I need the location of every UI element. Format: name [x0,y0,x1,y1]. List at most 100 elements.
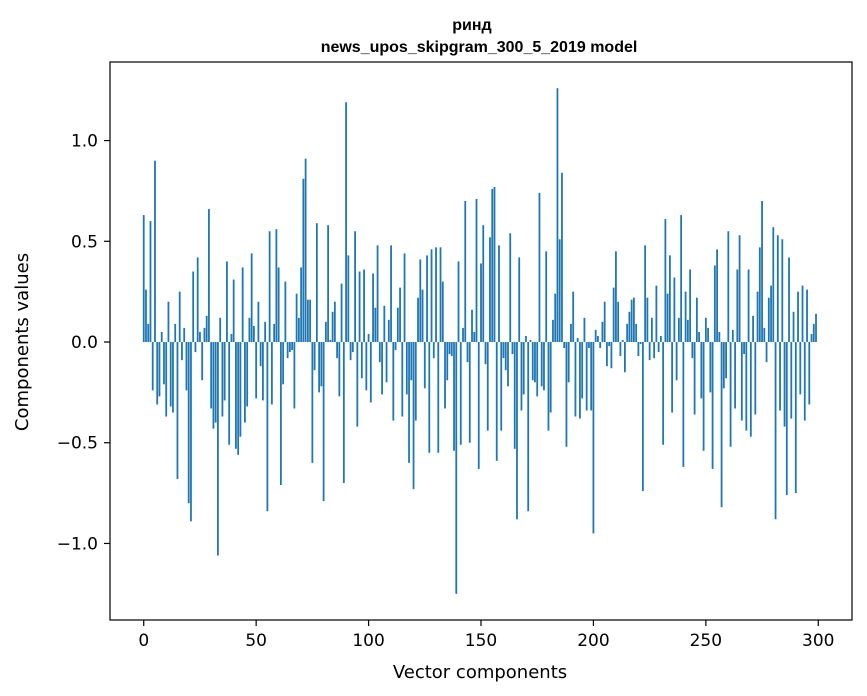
bar [536,342,539,397]
bar [693,342,696,415]
bar [295,293,298,343]
bar [282,342,285,385]
bar [444,342,446,409]
bar [480,263,482,342]
bar [525,335,527,342]
bar [666,293,669,343]
bar [354,231,356,342]
bar [475,198,478,343]
bar [187,342,190,504]
bar [455,342,458,594]
bar [394,342,397,351]
bar [504,342,507,371]
bar [612,287,615,343]
bar [466,342,469,363]
bar [192,271,195,343]
bar [145,289,147,343]
x-axis-ticks: 0 50 100 150 200 250 300 [138,620,834,651]
bar [547,342,550,431]
bar [482,225,485,343]
bar [381,342,383,395]
bar [776,235,779,343]
y-tick-label: 0.0 [71,333,98,353]
bar [538,192,541,343]
bar [556,88,559,343]
bar [736,269,739,343]
bar [226,261,228,343]
bar [653,342,656,359]
bar [615,251,617,343]
bar [579,342,581,419]
bar [417,297,419,343]
bar [608,342,611,347]
bar [390,245,392,342]
bar [163,342,165,385]
bar [815,313,817,343]
bar [502,342,505,359]
bar [194,342,197,353]
bar [635,323,638,343]
x-tick-label: 200 [577,631,609,651]
bar [650,317,653,342]
bar [630,299,633,342]
bar [235,342,237,449]
x-tick-label: 100 [352,631,384,651]
bar [288,342,291,353]
bar [529,339,532,342]
y-axis-ticks: −1.0 −0.5 0.0 0.5 1.0 [57,132,110,554]
bar [799,342,802,395]
bar [270,342,273,405]
bar [167,301,170,343]
bar [410,342,413,381]
bar [662,342,665,445]
bar [794,342,797,494]
bar [644,245,647,342]
bar [174,323,177,343]
bar [340,283,343,343]
bar [320,342,323,387]
bar [664,219,667,343]
bar [360,342,363,379]
bar [509,233,512,343]
bar [711,342,714,469]
bar [322,342,325,502]
bar [246,342,249,407]
bar [300,267,303,342]
bar [414,342,417,421]
bar [286,342,289,359]
bar [374,307,377,343]
bar [351,342,354,353]
bar [158,342,161,397]
bar [500,342,503,431]
bar [597,335,599,342]
bar [554,293,557,343]
bar [309,299,312,342]
bar [266,342,269,512]
x-tick-label: 250 [690,631,722,651]
bar [689,269,692,343]
bar [190,342,192,522]
bar [522,342,525,395]
bar [435,247,437,343]
bar [583,317,586,342]
bar [367,333,370,343]
bar [392,342,395,421]
bar [396,307,399,343]
bar [585,342,588,411]
bar [576,337,579,343]
bar [277,267,280,342]
bar [808,342,811,405]
bar [165,342,168,417]
bar [313,342,316,371]
bar [457,261,460,343]
bar [716,249,718,342]
bar [570,323,572,343]
bar [178,291,181,343]
bar [477,342,480,469]
bar [534,342,536,383]
bar [464,201,467,343]
bar [531,342,534,381]
bar [601,321,604,342]
bar [803,342,806,421]
bar [217,342,219,556]
